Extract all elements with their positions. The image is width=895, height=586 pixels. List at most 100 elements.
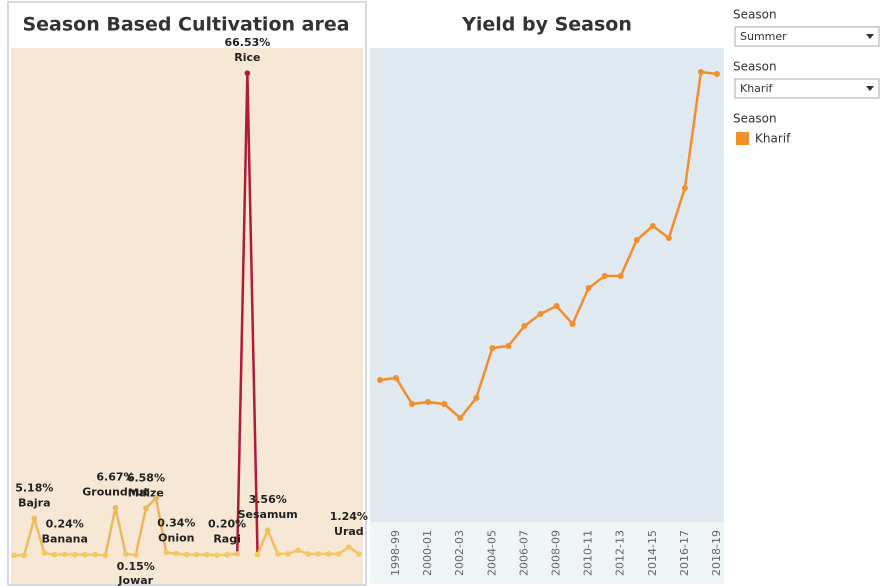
value-label: 5.18% — [15, 481, 53, 494]
line-segment — [154, 497, 168, 553]
x-tick-label: 2018-19 — [710, 530, 723, 576]
point — [244, 70, 251, 76]
line-segment — [114, 507, 127, 555]
point — [203, 551, 210, 558]
right-plot-bg — [370, 48, 724, 522]
point — [183, 551, 190, 558]
point — [553, 303, 560, 309]
point — [61, 551, 68, 558]
value-label: 0.15% — [117, 560, 155, 573]
line — [379, 70, 718, 420]
point — [377, 377, 383, 383]
point — [489, 345, 496, 351]
value-label: 0.20% — [208, 518, 246, 531]
right-title: Yield by Season — [461, 14, 632, 36]
point — [51, 551, 58, 558]
point — [132, 552, 139, 558]
category-label: Rice — [234, 51, 260, 64]
point — [11, 552, 17, 559]
point — [193, 551, 200, 558]
category-label: Ragi — [213, 533, 241, 546]
filter-label: Season — [733, 60, 777, 74]
point — [92, 551, 98, 558]
point — [601, 273, 608, 279]
point — [617, 273, 624, 279]
point — [585, 285, 592, 291]
point — [254, 551, 261, 558]
value-label: 6.58% — [127, 471, 165, 484]
point — [173, 550, 180, 557]
point — [315, 551, 322, 557]
point — [409, 401, 416, 407]
point — [681, 185, 688, 191]
point — [295, 547, 301, 554]
point — [697, 69, 704, 75]
point — [112, 504, 119, 511]
x-tick-label: 2014-15 — [646, 530, 659, 576]
line-segment — [256, 529, 269, 556]
point — [569, 321, 576, 327]
point — [473, 395, 480, 401]
value-label: 3.56% — [249, 493, 287, 506]
x-tick-label: 2016-17 — [678, 530, 691, 576]
legend-item: Kharif — [755, 132, 791, 146]
point — [72, 551, 78, 558]
point — [521, 323, 528, 329]
point — [537, 311, 544, 317]
point — [505, 343, 512, 349]
point — [285, 551, 291, 557]
x-tick-label: 1998-99 — [389, 530, 402, 576]
line-segment — [246, 73, 259, 555]
point — [102, 552, 109, 559]
value-label: 66.53% — [224, 36, 270, 49]
line-segment — [266, 529, 279, 555]
point — [31, 515, 38, 522]
dropdown-arrow — [866, 86, 874, 91]
point — [153, 495, 159, 501]
filter-label: Season — [733, 8, 777, 22]
x-tick-label: 2000-01 — [421, 530, 434, 576]
category-label: Onion — [158, 532, 194, 545]
line-segment — [104, 507, 117, 556]
dropdown[interactable] — [734, 78, 880, 99]
point — [335, 551, 342, 557]
left-title: Season Based Cultivation area — [22, 14, 349, 36]
legend-swatch — [736, 132, 749, 145]
dropdown-value: Summer — [740, 30, 787, 43]
point — [143, 505, 149, 512]
legend-title: Season — [733, 112, 777, 126]
point — [163, 549, 170, 556]
point — [346, 544, 352, 550]
point — [457, 415, 464, 421]
x-tick-label: 2010-11 — [582, 530, 595, 576]
point — [224, 551, 230, 558]
category-label: Banana — [42, 532, 88, 545]
dropdown[interactable] — [734, 26, 880, 47]
point — [633, 237, 640, 243]
point — [122, 551, 129, 557]
point — [82, 551, 88, 558]
point — [425, 399, 432, 405]
left-plot-bg — [11, 48, 363, 584]
category-label: Sesamum — [238, 508, 298, 521]
point — [305, 551, 312, 557]
point — [393, 375, 400, 381]
point — [356, 551, 362, 557]
point — [441, 401, 448, 407]
category-label: Bajra — [18, 496, 50, 509]
line-segment — [33, 518, 46, 554]
x-tick-label: 2006-07 — [517, 530, 530, 576]
point — [325, 551, 332, 557]
dropdown-value: Kharif — [740, 82, 774, 95]
point — [21, 552, 27, 559]
value-label: 6.67% — [96, 471, 134, 484]
x-tick-label: 2012-13 — [614, 530, 627, 576]
line-segment — [134, 508, 148, 556]
point — [214, 552, 220, 559]
value-label: 0.24% — [46, 517, 84, 530]
x-tick-label: 2008-09 — [550, 530, 563, 576]
value-label: 0.34% — [157, 517, 195, 530]
point — [649, 223, 656, 229]
category-label: Groundnut — [82, 486, 148, 499]
